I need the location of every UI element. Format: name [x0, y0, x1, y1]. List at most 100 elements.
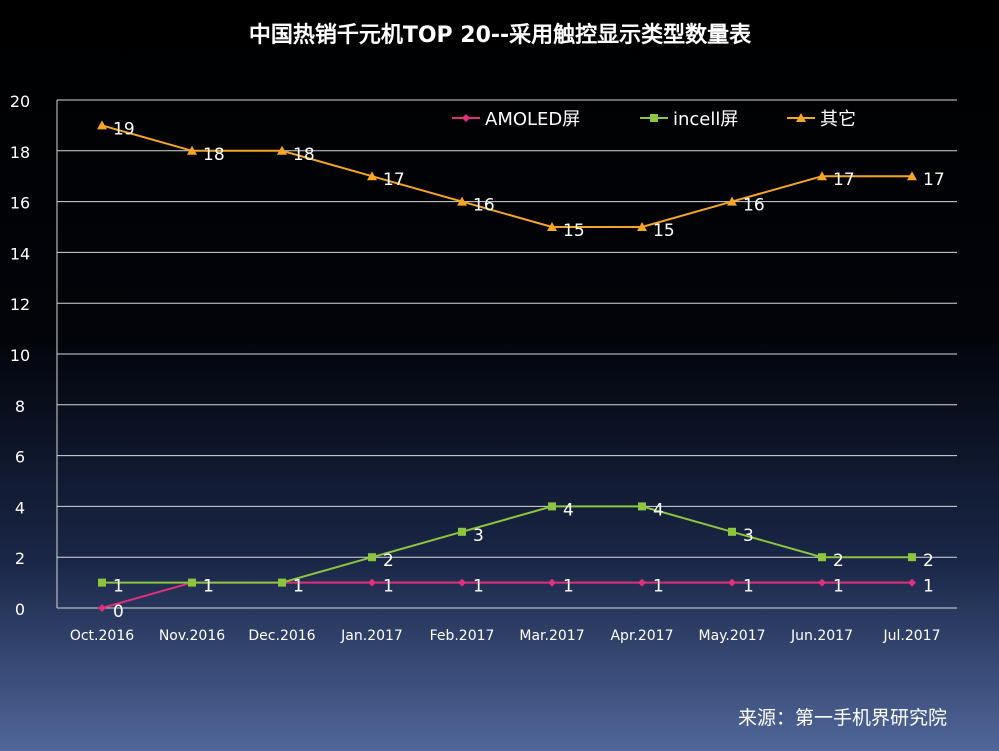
data-point: [548, 502, 556, 511]
data-point: [727, 196, 737, 206]
legend: AMOLED屏 incell屏 其它: [452, 109, 856, 130]
data-point: [908, 578, 916, 587]
y-tick-label: 4: [15, 498, 25, 517]
data-point: [98, 578, 106, 587]
data-label: 1: [293, 577, 304, 597]
data-point: [277, 145, 287, 155]
data-point: [818, 553, 826, 562]
data-label: 2: [833, 551, 844, 571]
chart-title: 中国热销千元机TOP 20--采用触控显示类型数量表: [249, 22, 752, 48]
data-label: 1: [833, 577, 844, 597]
legend-item: 其它: [787, 109, 856, 130]
data-point: [278, 578, 286, 587]
y-tick-label: 12: [10, 295, 30, 314]
data-label: 17: [833, 170, 855, 190]
data-label: 1: [293, 577, 304, 597]
legend-label: 其它: [820, 109, 856, 130]
data-point: [908, 553, 916, 562]
grid-lines: [56, 99, 957, 609]
data-point: [368, 578, 376, 587]
series-2: 19 18 18 17 16 15 15 16 17 17: [97, 119, 945, 241]
data-point: [548, 578, 556, 587]
data-label: 4: [563, 500, 574, 520]
data-point: [368, 553, 376, 562]
data-label: 1: [563, 577, 574, 597]
data-label: 0: [113, 602, 124, 622]
data-point: [98, 604, 106, 612]
x-tick-label: Jun.2017: [790, 628, 853, 644]
y-tick-label: 2: [15, 549, 25, 568]
data-point: [907, 171, 917, 181]
series-line: [101, 581, 912, 609]
data-point: [638, 502, 646, 511]
y-axis-ticks: 0 2 4 6 8 10 12 14 16 18 20: [10, 92, 30, 619]
data-point: [367, 171, 377, 181]
x-tick-label: Feb.2017: [430, 628, 495, 644]
x-tick-label: Dec.2016: [248, 628, 315, 644]
data-label: 18: [293, 145, 315, 165]
data-label: 1: [203, 577, 214, 597]
data-label: 16: [743, 196, 765, 216]
legend-item: incell屏: [640, 109, 738, 130]
data-point: [637, 222, 647, 231]
data-label: 1: [653, 577, 664, 597]
x-tick-label: Mar.2017: [519, 628, 584, 644]
data-label: 1: [923, 577, 934, 597]
data-label: 17: [923, 170, 945, 190]
x-tick-label: Oct.2016: [70, 628, 134, 644]
y-tick-label: 0: [15, 600, 25, 619]
data-point: [457, 196, 467, 206]
y-tick-label: 8: [15, 397, 25, 416]
y-tick-label: 20: [10, 92, 30, 111]
data-label: 3: [743, 526, 754, 546]
data-point: [97, 120, 107, 130]
series-line: [102, 505, 912, 584]
y-tick-label: 6: [15, 448, 25, 467]
data-label: 2: [923, 551, 934, 571]
data-point: [728, 527, 736, 536]
legend-marker: [796, 113, 806, 122]
series-1: 1 1 1 2 3 4 4 3 2 2: [98, 500, 934, 597]
data-label: 15: [563, 221, 585, 241]
y-tick-label: 10: [10, 346, 30, 365]
data-label: 1: [113, 577, 124, 597]
series-group: 0 1 1 1 1 1 1 1 1 11 1 1 2 3 4 4 3 2 2 19 18 18 17 16 15 15 16 17 17: [97, 119, 945, 622]
data-label: 2: [383, 551, 394, 571]
x-tick-label: May.2017: [698, 628, 765, 644]
x-tick-label: Nov.2016: [159, 628, 225, 644]
data-label: 16: [473, 196, 495, 216]
x-axis-ticks: Oct.2016 Nov.2016 Dec.2016 Jan.2017 Feb.2017…: [70, 628, 941, 644]
data-label: 3: [473, 526, 484, 546]
legend-label: AMOLED屏: [485, 109, 580, 130]
x-tick-label: Apr.2017: [610, 628, 673, 644]
data-point: [638, 578, 646, 587]
y-tick-label: 14: [10, 244, 30, 263]
data-point: [817, 171, 827, 181]
x-tick-label: Jan.2017: [340, 628, 403, 644]
data-point: [818, 578, 826, 587]
data-label: 1: [203, 577, 214, 597]
series-line: [101, 124, 912, 228]
x-tick-label: Jul.2017: [883, 628, 941, 644]
legend-label: incell屏: [673, 109, 738, 130]
y-tick-label: 16: [10, 194, 30, 213]
data-point: [188, 578, 196, 587]
data-point: [458, 527, 466, 536]
data-label: 1: [473, 577, 484, 597]
data-label: 1: [383, 577, 394, 597]
data-label: 18: [203, 145, 225, 165]
data-label: 19: [113, 119, 135, 139]
data-point: [187, 145, 197, 155]
data-point: [728, 578, 736, 587]
data-label: 4: [653, 500, 664, 520]
legend-marker: [650, 114, 658, 122]
data-label: 1: [743, 577, 754, 597]
legend-item: AMOLED屏: [452, 109, 580, 130]
y-tick-label: 18: [10, 143, 30, 162]
data-label: 17: [383, 170, 405, 190]
data-point: [547, 222, 557, 231]
data-point: [458, 578, 466, 587]
source-note: 来源：第一手机界研究院: [737, 707, 947, 729]
legend-marker: [462, 114, 470, 122]
